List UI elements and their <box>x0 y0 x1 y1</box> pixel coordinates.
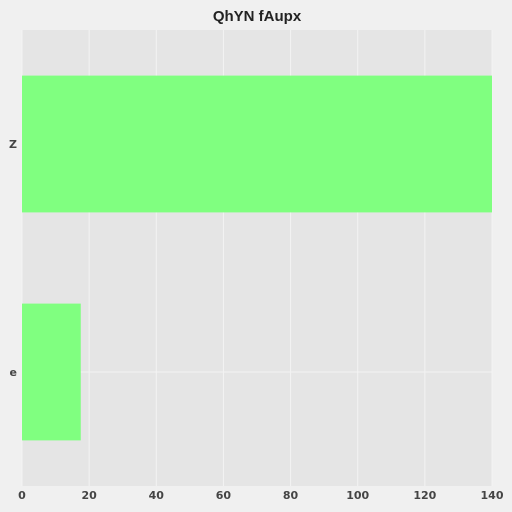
x-tick-label: 60 <box>216 489 232 502</box>
y-tick-labels: Ze <box>9 138 17 379</box>
bar-e <box>22 303 81 441</box>
y-tick-label: e <box>10 366 17 379</box>
x-tick-labels: 0 20 40 60 80 100 120 140 <box>18 489 504 502</box>
x-tick-label: 120 <box>413 489 436 502</box>
bars <box>22 75 492 441</box>
x-tick-label: 100 <box>346 489 369 502</box>
chart-title: QhYN fAupx <box>213 8 302 25</box>
x-tick-label: 20 <box>81 489 97 502</box>
x-tick-label: 80 <box>283 489 299 502</box>
x-tick-label: 40 <box>149 489 165 502</box>
y-tick-label: Z <box>9 138 17 151</box>
x-tick-label: 140 <box>481 489 504 502</box>
x-tick-label: 0 <box>18 489 26 502</box>
bar-Z <box>22 75 492 213</box>
